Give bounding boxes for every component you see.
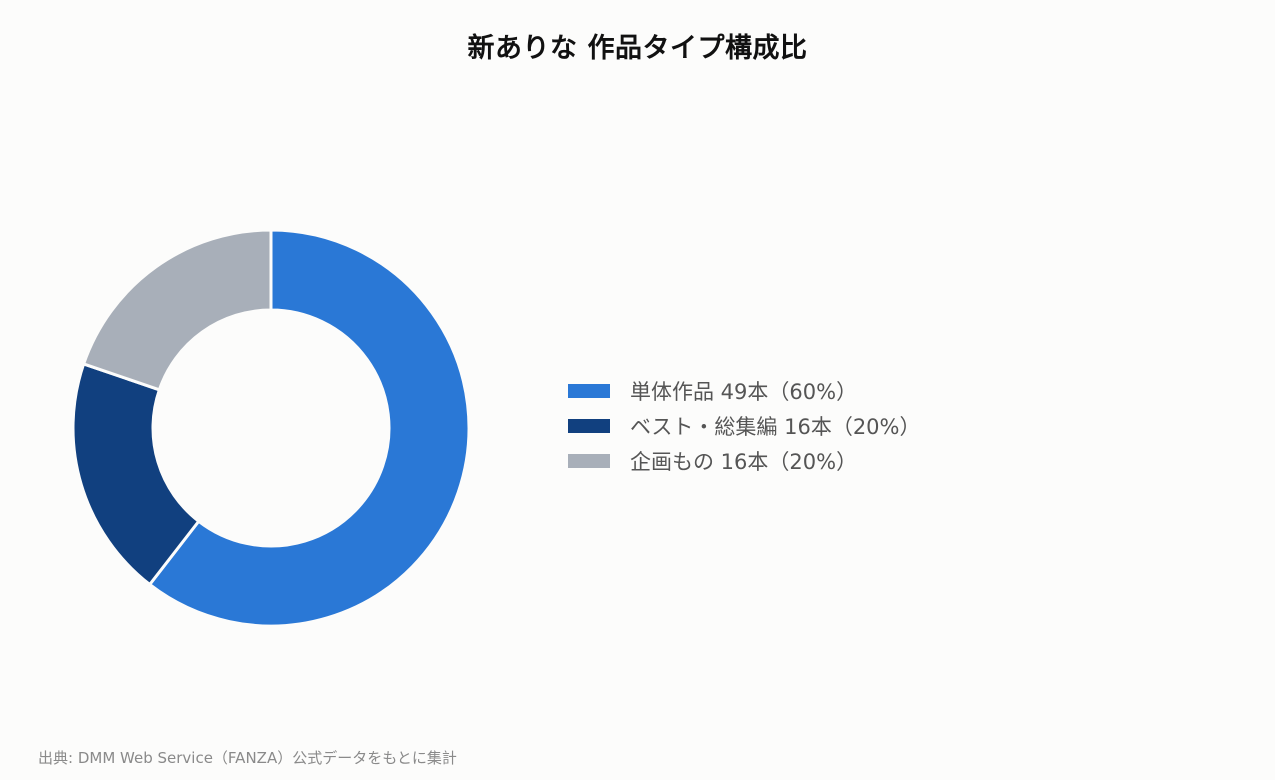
legend-label: 単体作品 49本（60%） <box>630 379 858 404</box>
legend-swatch <box>568 418 610 433</box>
legend-swatch <box>568 453 610 468</box>
donut-slice-3 <box>82 228 273 392</box>
donut-slice-1 <box>148 228 471 628</box>
legend-item: 企画もの 16本（20%） <box>568 443 921 478</box>
legend-item: 単体作品 49本（60%） <box>568 373 921 408</box>
legend-label: ベスト・総集編 16本（20%） <box>630 414 921 439</box>
legend-item: ベスト・総集編 16本（20%） <box>568 408 921 443</box>
legend-swatch <box>568 383 610 398</box>
chart-legend: 単体作品 49本（60%） ベスト・総集編 16本（20%） 企画もの 16本（… <box>568 373 921 478</box>
legend-label: 企画もの 16本（20%） <box>630 449 858 474</box>
chart-title: 新ありな 作品タイプ構成比 <box>467 33 808 64</box>
donut-chart <box>71 228 471 628</box>
source-note: 出典: DMM Web Service（FANZA）公式データをもとに集計 <box>38 749 457 767</box>
